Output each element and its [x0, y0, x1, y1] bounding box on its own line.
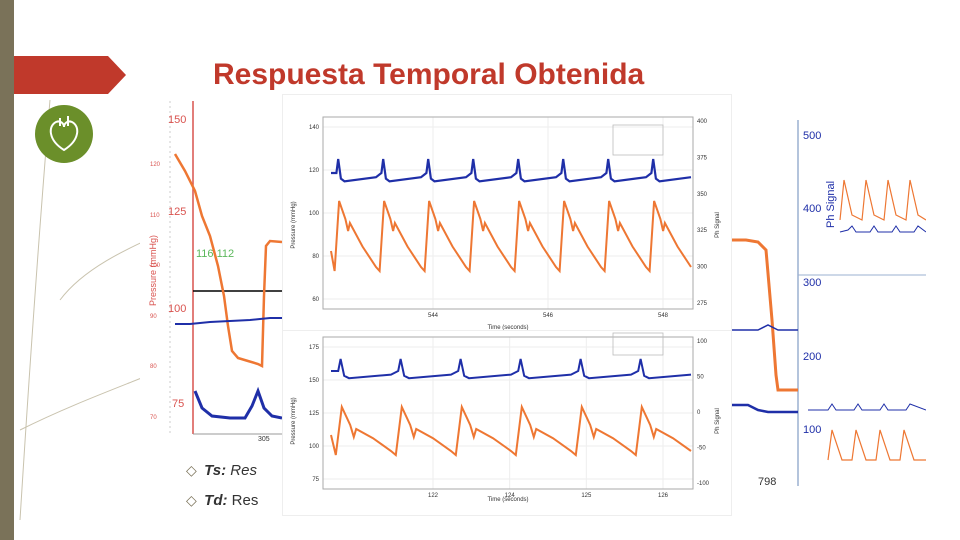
bot-xtick-1: 124 — [505, 493, 516, 499]
left-chart-svg: 150 125 100 75 120 110 100 90 80 70 305 … — [148, 101, 282, 443]
main-bottom-xticks: 122 124 125 126 — [428, 493, 669, 499]
main-bottom-chart-panel: 175 150 125 100 75 100 50 0 -50 -100 122 124 125 12… — [282, 330, 732, 516]
arrow-banner — [14, 56, 126, 94]
main-bottom-legend-box — [612, 332, 664, 356]
diamond-bullet-icon: ◇ — [186, 492, 197, 508]
right-ylabel: Ph Signal — [825, 181, 837, 228]
bot-ytick-4: 75 — [312, 477, 319, 483]
diamond-bullet-icon: ◇ — [186, 462, 197, 478]
top-ytick-2: 100 — [309, 211, 320, 217]
main-top-yticks: 140 120 100 80 60 — [309, 125, 320, 303]
left-outer-tick-0: 150 — [168, 114, 186, 126]
bot-rtick-2: 0 — [697, 410, 701, 416]
left-xtick: 305 — [258, 436, 270, 443]
top-ytick-0: 140 — [309, 125, 320, 131]
main-bottom-ylabel: Pressure (mmHg) — [291, 397, 297, 444]
left-inner-tick-0: 120 — [150, 162, 161, 168]
sidebar-bar — [0, 0, 14, 540]
right-pressure-main — [728, 238, 798, 392]
left-pressure-line — [173, 153, 282, 368]
top-rtick-2: 350 — [697, 192, 708, 198]
top-xtick-0: 544 — [428, 313, 439, 319]
left-inner-tick-4: 80 — [150, 364, 157, 370]
main-top-signal-line — [331, 158, 692, 183]
bullet-td-term: Td: — [204, 492, 228, 509]
bot-rtick-1: 50 — [697, 375, 704, 381]
right-tick-4: 100 — [803, 424, 821, 436]
top-ytick-1: 120 — [309, 168, 320, 174]
main-bottom-grid — [323, 337, 693, 489]
main-bottom-right-ticks: 100 50 0 -50 -100 — [697, 339, 710, 487]
main-top-plot-frame — [322, 116, 694, 310]
slide-title: Respuesta Temporal Obtenida — [213, 58, 645, 91]
main-bottom-ylabel-right: Ph Signal — [715, 408, 721, 434]
left-signal-line — [175, 317, 282, 325]
main-bottom-plot-frame — [322, 336, 694, 490]
left-inner-tick-5: 70 — [150, 415, 157, 421]
left-chart-panel: 150 125 100 75 120 110 100 90 80 70 305 … — [140, 96, 282, 446]
top-xtick-2: 548 — [658, 313, 669, 319]
right-signal-mid — [728, 324, 798, 331]
bot-rtick-4: -100 — [697, 481, 710, 487]
left-outer-tick-1: 125 — [168, 206, 186, 218]
right-chart-panel: 500 400 300 200 100 Ph Signal 798 — [728, 120, 926, 486]
main-top-right-ticks: 400 375 350 325 300 275 — [697, 119, 708, 307]
left-outer-tick-3: 75 — [172, 398, 184, 410]
left-inner-tick-2: 100 — [150, 263, 161, 269]
bot-xtick-2: 125 — [581, 493, 592, 499]
right-tick-0: 500 — [803, 130, 821, 142]
main-bottom-yticks: 175 150 125 100 75 — [309, 345, 320, 483]
bot-ytick-0: 175 — [309, 345, 320, 351]
right-chart-svg: 500 400 300 200 100 Ph Signal 798 — [728, 120, 926, 486]
main-bottom-pressure-line — [330, 403, 692, 457]
right-xtick: 798 — [758, 476, 776, 486]
bullet-td-text: Res — [227, 492, 259, 509]
right-tick-3: 200 — [803, 351, 821, 363]
main-top-pressure-line — [330, 200, 692, 274]
left-inner-tick-3: 90 — [150, 314, 157, 320]
bot-xtick-0: 122 — [428, 493, 439, 499]
heart-logo-icon — [35, 105, 93, 163]
main-top-grid — [323, 117, 693, 309]
main-top-xticks: 544 546 548 — [428, 313, 669, 319]
bullet-ts: ◇ Ts: Res — [186, 462, 257, 479]
main-top-chart-panel: 140 120 100 80 60 400 375 350 325 300 275 544 546 5… — [282, 94, 732, 332]
bot-rtick-0: 100 — [697, 339, 708, 345]
top-rtick-3: 325 — [697, 228, 708, 234]
top-xtick-1: 546 — [543, 313, 554, 319]
left-inner-tick-1: 110 — [150, 213, 160, 219]
top-rtick-0: 400 — [697, 119, 708, 125]
bullet-td: ◇ Td: Res — [186, 492, 258, 509]
top-rtick-1: 375 — [697, 155, 708, 161]
right-signal-bottom — [808, 403, 926, 411]
right-pressure-top — [839, 179, 926, 221]
right-tick-1: 400 — [803, 203, 821, 215]
left-ylabel: Pressure (mmHg) — [148, 235, 158, 306]
bot-rtick-3: -50 — [697, 446, 706, 452]
bot-xtick-3: 126 — [658, 493, 669, 499]
main-top-xlabel: Time (seconds) — [487, 325, 528, 331]
main-top-ylabel: Pressure (mmHg) — [291, 201, 297, 248]
main-top-legend-box — [612, 124, 664, 156]
bot-ytick-3: 100 — [309, 444, 320, 450]
right-pressure-bottom — [827, 429, 926, 461]
main-bottom-signal-line — [331, 358, 692, 380]
top-rtick-5: 275 — [697, 301, 708, 307]
right-signal-top — [839, 225, 926, 233]
bullet-ts-term: Ts: — [204, 462, 227, 479]
main-bottom-xlabel: Time (seconds) — [487, 497, 528, 503]
right-signal-main — [728, 403, 798, 414]
right-tick-2: 300 — [803, 277, 821, 289]
main-top-ylabel-right: Ph Signal — [715, 212, 721, 238]
top-ytick-4: 60 — [312, 297, 319, 303]
left-signal-line-2 — [193, 386, 282, 420]
top-rtick-4: 300 — [697, 265, 708, 271]
top-ytick-3: 80 — [312, 254, 319, 260]
left-outer-tick-2: 100 — [168, 303, 186, 315]
bot-ytick-2: 125 — [309, 411, 320, 417]
bullet-ts-text: Res — [226, 462, 257, 479]
bot-ytick-1: 150 — [309, 378, 320, 384]
